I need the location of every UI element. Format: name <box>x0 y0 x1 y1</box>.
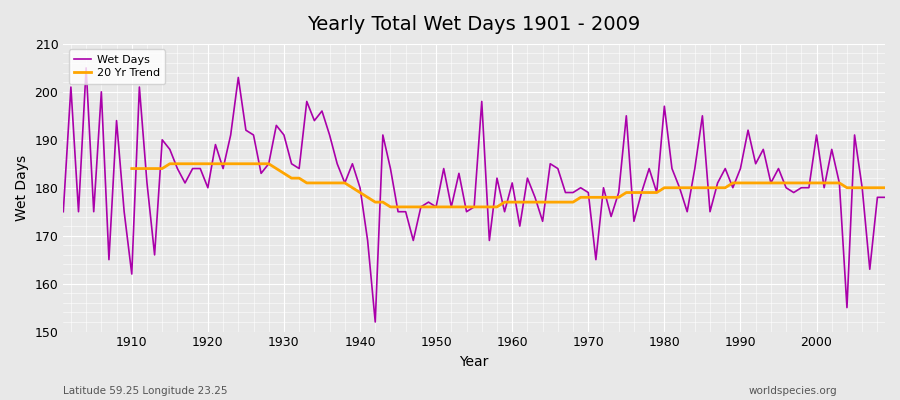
Text: Latitude 59.25 Longitude 23.25: Latitude 59.25 Longitude 23.25 <box>63 386 228 396</box>
Wet Days <box>370 320 381 324</box>
Wet Days <box>339 180 350 185</box>
Wet Days <box>293 166 304 171</box>
X-axis label: Year: Year <box>460 355 489 369</box>
20 Yr Trend <box>529 200 540 204</box>
Wet Days <box>613 190 624 195</box>
20 Yr Trend <box>385 204 396 209</box>
20 Yr Trend <box>126 166 137 171</box>
20 Yr Trend <box>309 180 320 185</box>
Wet Days <box>81 66 92 70</box>
20 Yr Trend <box>165 161 176 166</box>
20 Yr Trend <box>278 171 289 176</box>
20 Yr Trend <box>834 180 845 185</box>
20 Yr Trend <box>857 185 868 190</box>
Wet Days <box>522 176 533 180</box>
Wet Days <box>58 209 68 214</box>
Legend: Wet Days, 20 Yr Trend: Wet Days, 20 Yr Trend <box>68 50 166 84</box>
20 Yr Trend <box>590 195 601 200</box>
Title: Yearly Total Wet Days 1901 - 2009: Yearly Total Wet Days 1901 - 2009 <box>308 15 641 34</box>
20 Yr Trend <box>879 185 890 190</box>
Text: worldspecies.org: worldspecies.org <box>749 386 837 396</box>
Line: Wet Days: Wet Days <box>63 68 885 322</box>
Wet Days <box>515 224 526 228</box>
Wet Days <box>879 195 890 200</box>
Wet Days <box>126 272 137 276</box>
Line: 20 Yr Trend: 20 Yr Trend <box>131 164 885 207</box>
Y-axis label: Wet Days: Wet Days <box>15 155 29 221</box>
